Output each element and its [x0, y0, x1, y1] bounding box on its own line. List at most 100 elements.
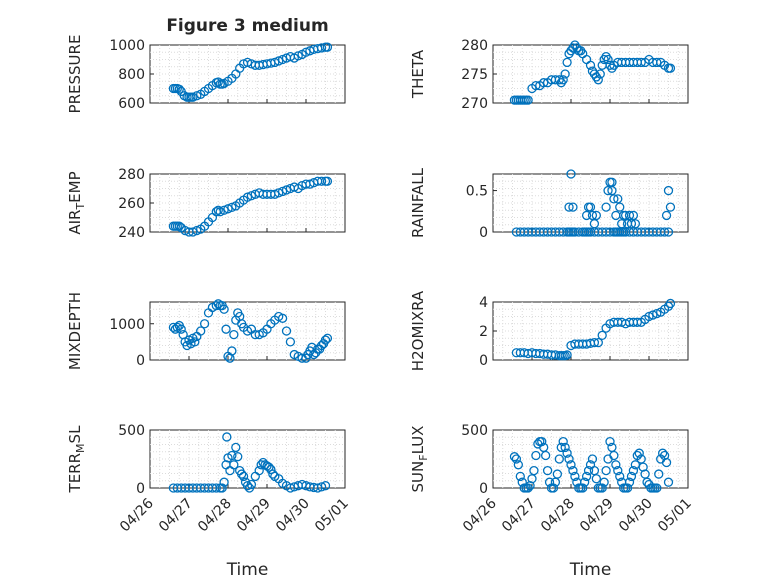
- data-point: [213, 205, 223, 215]
- data-point: [277, 313, 288, 323]
- data-point: [663, 185, 674, 196]
- data-point: [562, 350, 572, 360]
- data-point: [560, 69, 570, 79]
- y-tick-label: 0: [479, 481, 488, 497]
- data-point: [613, 194, 623, 204]
- data-point: [665, 298, 676, 309]
- x-tick-label: 04/27: [156, 496, 196, 536]
- data-point: [211, 300, 221, 311]
- data-point: [562, 448, 572, 458]
- data-point: [597, 330, 607, 341]
- x-axis-label: Time: [569, 560, 612, 580]
- data-point: [568, 465, 578, 476]
- data-point: [566, 169, 576, 179]
- subplot-rainfall: 0 0.5 RAINFALL: [409, 167, 689, 241]
- data-point: [229, 460, 239, 470]
- data-point: [227, 202, 237, 213]
- data-point: [513, 460, 523, 470]
- data-point: [585, 202, 596, 212]
- data-point: [626, 471, 637, 482]
- data-point: [542, 465, 553, 476]
- data-point: [511, 454, 522, 464]
- y-tick-label: 280: [118, 167, 145, 183]
- data-point: [554, 454, 564, 464]
- data-point: [589, 219, 600, 229]
- data-point: [659, 227, 670, 237]
- data-point: [222, 432, 232, 442]
- data-point: [188, 92, 198, 102]
- data-point: [190, 337, 200, 347]
- data-point: [587, 454, 598, 464]
- data-point: [632, 317, 642, 327]
- data-point: [591, 210, 601, 221]
- data-point: [634, 448, 644, 458]
- data-point: [624, 210, 635, 221]
- x-axis-label: Time: [226, 560, 269, 580]
- data-point: [599, 477, 609, 487]
- y-tick-label: 500: [118, 423, 145, 439]
- data-point: [227, 346, 237, 356]
- y-tick-label: 1000: [109, 38, 145, 54]
- y-tick-label: 4: [479, 295, 488, 311]
- data-point: [578, 483, 588, 493]
- data-point: [236, 469, 247, 479]
- data-point: [264, 462, 274, 472]
- data-point: [221, 324, 231, 334]
- data-point: [601, 465, 611, 476]
- data-point: [609, 450, 619, 461]
- data-point: [648, 310, 658, 320]
- data-point: [603, 54, 613, 65]
- x-tick-label: 04/30: [273, 496, 313, 536]
- x-tick-label: 05/01: [655, 496, 695, 536]
- data-point: [539, 78, 549, 88]
- data-point: [219, 304, 229, 314]
- y-tick-label: 500: [461, 423, 488, 439]
- data-point: [316, 176, 327, 186]
- data-point: [316, 482, 327, 492]
- y-tick-label: 0: [136, 481, 145, 497]
- data-point: [285, 337, 296, 347]
- subplot-terr-msl: 0 500 04/26 04/27 04/28 04/29 04/30 05/01 TERRMS…: [66, 423, 352, 580]
- data-point: [246, 191, 257, 201]
- x-tick-label: 04/26: [117, 495, 157, 535]
- data-point: [626, 219, 637, 229]
- data-point: [558, 436, 568, 447]
- y-axis-label: THETA: [409, 49, 427, 99]
- data-point: [277, 186, 288, 197]
- data-point: [560, 442, 570, 453]
- data-point: [192, 225, 202, 236]
- data-point: [199, 319, 210, 329]
- subplot-sun-flux: 0 500 04/26 04/27 04/28 04/29 04/30 05/01 SUNFLU…: [409, 423, 695, 580]
- data-point: [174, 221, 184, 231]
- data-point: [568, 202, 578, 212]
- data-point: [593, 75, 603, 85]
- data-point: [233, 452, 243, 462]
- data-point: [556, 442, 566, 453]
- data-point: [270, 189, 280, 199]
- data-point: [661, 457, 672, 468]
- data-point: [515, 471, 525, 482]
- data-point: [558, 75, 568, 85]
- data-point: [531, 450, 541, 461]
- data-point: [603, 185, 613, 196]
- data-point: [630, 219, 640, 229]
- data-point: [581, 210, 592, 221]
- subplot-mixdepth: 0 1000 MIXDEPTH: [66, 292, 346, 370]
- data-point: [217, 483, 227, 493]
- data-point: [301, 47, 311, 57]
- subplot-air-temp: 240 260 280 AIRTEMP: [66, 167, 346, 241]
- data-point: [523, 95, 533, 105]
- y-tick-label: 1000: [109, 317, 145, 333]
- data-point: [593, 337, 603, 348]
- data-point: [238, 471, 249, 482]
- data-point: [281, 185, 292, 195]
- data-point: [615, 202, 625, 212]
- data-point: [562, 57, 572, 68]
- data-point: [609, 194, 619, 204]
- data-point: [628, 465, 639, 476]
- data-point: [537, 436, 547, 447]
- x-tick-label: 04/28: [538, 496, 578, 536]
- data-point: [322, 176, 333, 186]
- y-axis-label: RAINFALL: [409, 167, 427, 238]
